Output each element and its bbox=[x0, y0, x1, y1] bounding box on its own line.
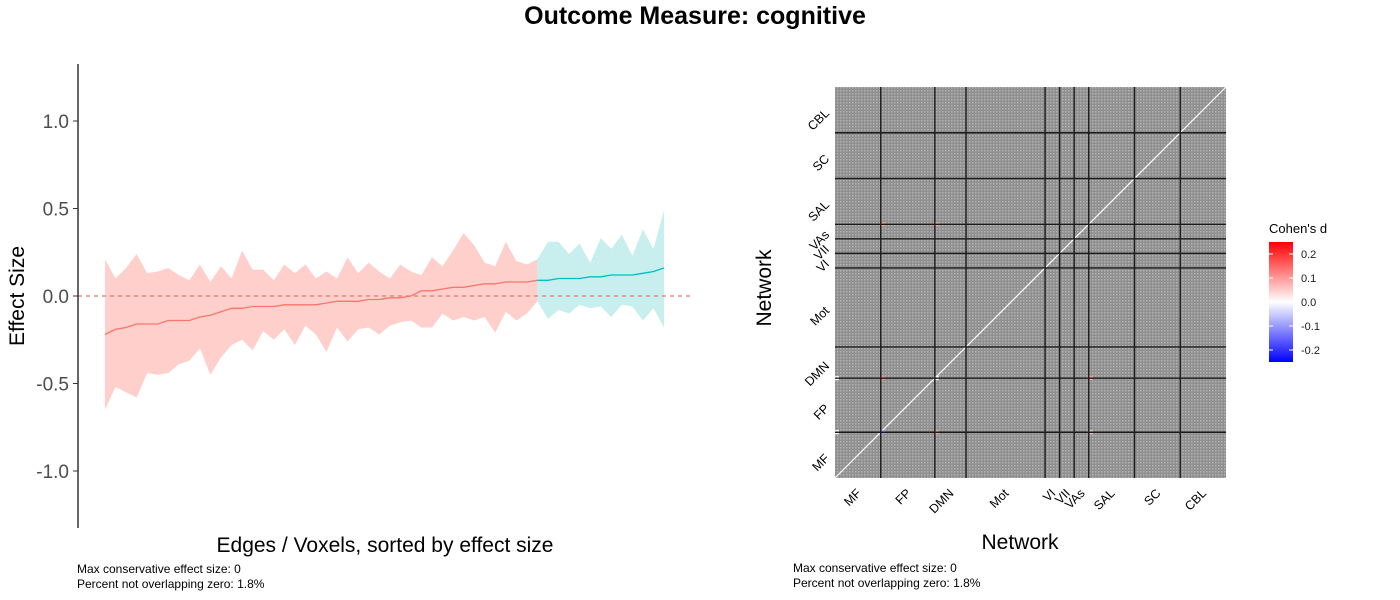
y-network-label-cbl: CBL bbox=[805, 106, 832, 133]
y-tick-label: 1.0 bbox=[43, 112, 69, 133]
y-tick-label: 0.0 bbox=[43, 287, 69, 308]
heatmap-x-axis-title: Network bbox=[981, 531, 1059, 554]
heatmap-note-max-effect: Max conservative effect size: 0 bbox=[793, 561, 957, 575]
x-network-label-sc: SC bbox=[1141, 486, 1163, 508]
figure-title: Outcome Measure: cognitive bbox=[524, 2, 866, 30]
y-network-label-fp: FP bbox=[811, 401, 832, 422]
x-network-label-cbl: CBL bbox=[1182, 486, 1209, 513]
y-network-label-sal: SAL bbox=[806, 198, 833, 225]
y-network-label-dmn: DMN bbox=[802, 359, 832, 389]
legend-tick-label: 0.0 bbox=[1301, 297, 1316, 309]
legend-title: Cohen's d bbox=[1269, 221, 1327, 236]
ci-ribbon-series-1 bbox=[105, 233, 538, 410]
ci-ribbon-series-2 bbox=[537, 210, 664, 328]
legend-tick-label: 0.1 bbox=[1301, 273, 1316, 285]
effect-lines bbox=[104, 267, 665, 336]
x-network-label-sal: SAL bbox=[1091, 486, 1118, 513]
heatmap-note-percent-overlap: Percent not overlapping zero: 1.8% bbox=[793, 576, 981, 590]
y-network-label-mot: Mot bbox=[807, 303, 832, 328]
effect-line-series-2 bbox=[537, 267, 665, 281]
note-percent-overlap: Percent not overlapping zero: 1.8% bbox=[77, 577, 265, 591]
y-network-label-sc: SC bbox=[810, 152, 832, 174]
x-network-label-fp: FP bbox=[893, 486, 914, 507]
x-network-label-mot: Mot bbox=[987, 486, 1012, 511]
y-tick-label: -1.0 bbox=[36, 462, 69, 483]
cohens-d-legend: Cohen's d 0.2 0.1 0.0 -0.1 -0.2 bbox=[1269, 221, 1327, 362]
effect-size-plot: 1.0 0.5 0.0 -0.5 -1.0 Effect Size Edges / Vo… bbox=[6, 64, 693, 591]
y-ticks: 1.0 0.5 0.0 -0.5 -1.0 bbox=[36, 112, 78, 483]
ci-ribbons bbox=[105, 210, 664, 410]
legend-tick-label: -0.1 bbox=[1301, 321, 1320, 333]
x-network-label-mf: MF bbox=[841, 486, 864, 509]
effect-line-series-1 bbox=[104, 279, 538, 336]
legend-tick-label: -0.2 bbox=[1301, 345, 1320, 357]
heatmap-diagonal bbox=[834, 86, 1227, 479]
x-axis-title: Edges / Voxels, sorted by effect size bbox=[217, 534, 554, 557]
y-network-label-mf: MF bbox=[809, 451, 832, 474]
x-network-label-dmn: DMN bbox=[926, 486, 956, 516]
heatmap-y-axis-title: Network bbox=[753, 249, 776, 327]
legend-ticks: 0.2 0.1 0.0 -0.1 -0.2 bbox=[1269, 249, 1320, 357]
y-tick-label: 0.5 bbox=[43, 200, 69, 221]
y-axis-title: Effect Size bbox=[6, 246, 29, 346]
note-max-effect: Max conservative effect size: 0 bbox=[77, 562, 241, 576]
network-boundaries bbox=[835, 87, 1226, 478]
legend-tick-label: 0.2 bbox=[1301, 249, 1316, 261]
y-tick-label: -0.5 bbox=[36, 375, 69, 396]
